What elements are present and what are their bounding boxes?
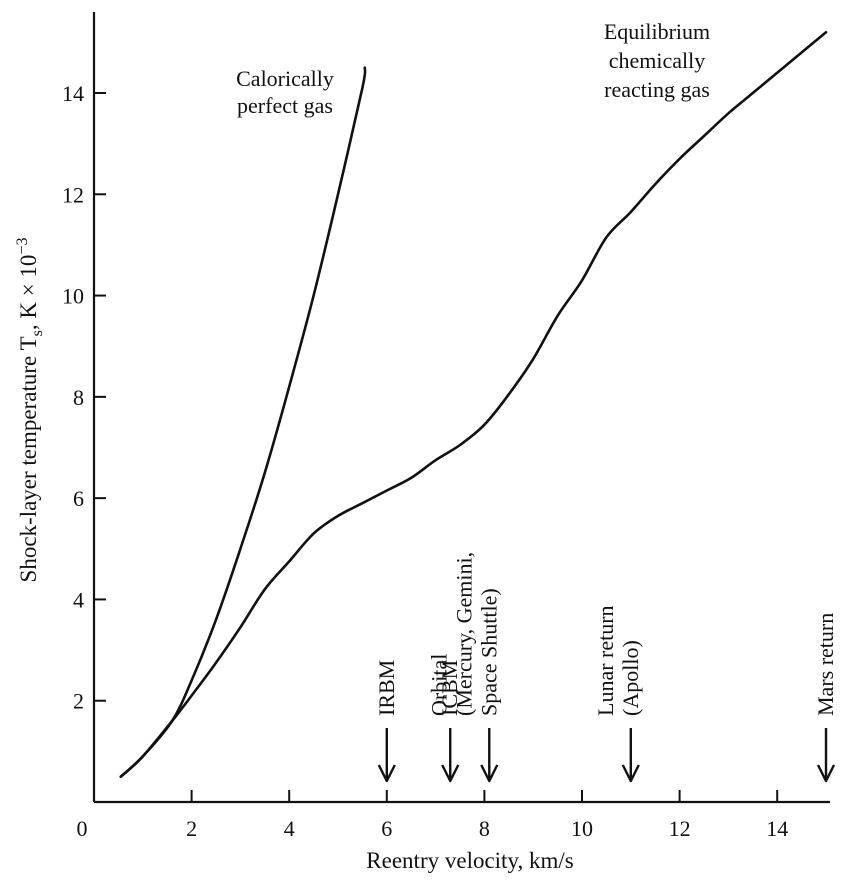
marker-orbital-label: Orbital bbox=[426, 654, 451, 716]
marker-lunar-return-arrow-head bbox=[621, 764, 640, 783]
x-axis-title: Reentry velocity, km/s bbox=[366, 848, 573, 873]
marker-icbm-label: ICBM bbox=[437, 660, 462, 716]
series-equilibrium-reacting-gas-line bbox=[119, 30, 828, 778]
y-tick-label: 6 bbox=[73, 486, 84, 511]
series-calorically-perfect-gas-label: Calorically bbox=[236, 66, 334, 91]
marker-icbm-arrow-head bbox=[441, 764, 460, 783]
marker-orbital-label: Space Shuttle) bbox=[476, 588, 501, 716]
y-tick-label: 4 bbox=[73, 587, 84, 612]
y-axis-title: Shock-layer temperature Ts, K × 10−3 bbox=[14, 238, 46, 583]
series-equilibrium-reacting-gas-label: reacting gas bbox=[604, 77, 710, 102]
series-calorically-perfect-gas-line bbox=[119, 66, 367, 778]
y-tick-label: 14 bbox=[62, 81, 84, 106]
y-tick-label: 10 bbox=[62, 284, 84, 309]
marker-lunar-return-label: (Apollo) bbox=[618, 640, 643, 716]
x-tick-label: 14 bbox=[766, 816, 788, 841]
x-tick-label: 12 bbox=[669, 816, 691, 841]
marker-orbital-label: (Mercury, Gemini, bbox=[451, 552, 476, 716]
marker-irbm-arrow-head bbox=[377, 764, 396, 783]
series-equilibrium-reacting-gas-label: Equilibrium bbox=[604, 19, 710, 44]
x-tick-label: 10 bbox=[571, 816, 593, 841]
marker-lunar-return-label: Lunar return bbox=[593, 605, 618, 716]
x-tick-label: 8 bbox=[479, 816, 490, 841]
marker-mars-return-label: Mars return bbox=[813, 613, 838, 716]
y-tick-label: 12 bbox=[62, 182, 84, 207]
x-tick-label: 2 bbox=[186, 816, 197, 841]
marker-irbm-label: IRBM bbox=[374, 660, 399, 716]
marker-mars-return-arrow-head bbox=[816, 764, 836, 783]
x-tick-label: 4 bbox=[284, 816, 295, 841]
y-tick-label: 8 bbox=[73, 385, 84, 410]
series-equilibrium-reacting-gas-label: chemically bbox=[609, 48, 706, 73]
y-tick-label: 2 bbox=[73, 689, 84, 714]
x-tick-label: 0 bbox=[77, 816, 88, 841]
series-calorically-perfect-gas-label: perfect gas bbox=[237, 93, 333, 118]
marker-orbital-arrow-head bbox=[480, 764, 499, 783]
x-tick-label: 6 bbox=[381, 816, 392, 841]
